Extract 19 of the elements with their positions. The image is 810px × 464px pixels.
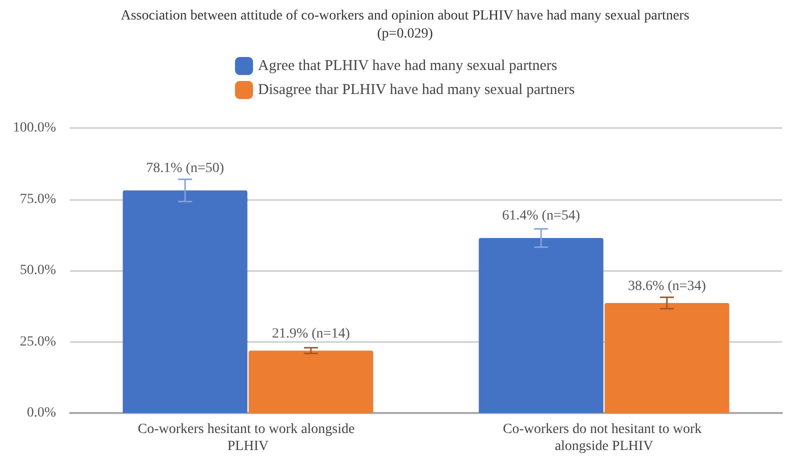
y-tick-label: 0.0% <box>26 406 56 420</box>
x-tick-label: Co-workers hesitant to work alongside PLHIV <box>138 422 358 454</box>
chart-title: Association between attitude of co-workers and opinion about PLHIV have had many sexual partners <box>120 8 690 24</box>
legend-label: Agree that PLHIV have had many sexual partners <box>258 58 558 74</box>
y-tick-label: 25.0% <box>20 334 56 350</box>
y-tick-label: 50.0% <box>20 263 56 278</box>
y-tick-label: 75.0% <box>20 192 56 207</box>
x-tick-label: Co-workers do not hesitant to work alongside PLHIV <box>502 422 706 454</box>
bar <box>604 302 730 413</box>
data-label: 38.6% (n=34) <box>628 278 706 294</box>
bar <box>248 350 374 413</box>
data-label: 61.4% (n=54) <box>502 208 580 224</box>
bar <box>478 238 604 413</box>
data-label: 21.9% (n=14) <box>272 326 350 342</box>
y-tick-label: 100.0% <box>12 120 56 136</box>
bar <box>122 190 248 413</box>
data-label: 78.1% (n=50) <box>146 160 224 176</box>
legend-label: Disagree thar PLHIV have had many sexual partners <box>258 82 575 98</box>
chart-subtitle: (p=0.029) <box>377 26 434 42</box>
